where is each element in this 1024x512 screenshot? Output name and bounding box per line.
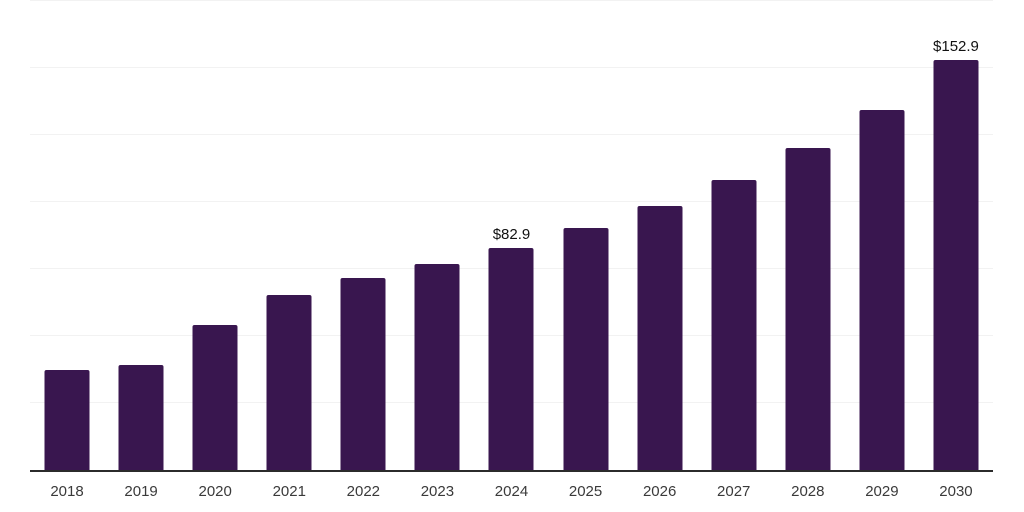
bar-slot-2020 [178, 1, 252, 470]
bar-slot-2019 [104, 1, 178, 470]
bar-2018 [44, 370, 90, 470]
x-tick-label-2030: 2030 [939, 483, 973, 500]
bar-value-label-2030: $152.9 [933, 38, 979, 56]
bar-slot-2018 [30, 1, 104, 470]
bar-slot-2021 [252, 1, 326, 470]
x-tick-label-2024: 2024 [494, 483, 529, 500]
x-tick-label-2027: 2027 [717, 483, 751, 500]
bar-slot-2030: $152.9 [919, 1, 993, 470]
bar-2022 [340, 278, 386, 470]
x-axis-labels: 2018 2019 2020 2021 2022 2023 2024 2025 2026 2027… [30, 483, 993, 504]
x-tick-label-2029: 2029 [865, 483, 899, 500]
gridline [30, 134, 993, 135]
bar-2021 [266, 295, 312, 470]
bar-2024 [488, 247, 534, 470]
bar-slot-2024: $82.9 [474, 1, 548, 470]
x-tick-label-2018: 2018 [50, 483, 84, 500]
bar-slot-2028 [771, 1, 845, 470]
x-tick-label-2026: 2026 [642, 483, 677, 500]
x-tick-label-2021: 2021 [272, 483, 306, 500]
x-tick-label-2019: 2019 [124, 483, 158, 500]
x-tick-label-2025: 2025 [568, 483, 603, 500]
bar-2019 [118, 364, 164, 470]
bar-2028 [785, 148, 831, 470]
x-tick-label-2023: 2023 [420, 483, 455, 500]
x-axis-line [30, 470, 993, 472]
bar-slot-2027 [697, 1, 771, 470]
x-tick-label-2028: 2028 [791, 483, 825, 500]
gridline [30, 67, 993, 68]
bar-slot-2023 [400, 1, 474, 470]
bar-2029 [859, 110, 905, 470]
bar-slot-2029 [845, 1, 919, 470]
x-tick-label-2020: 2020 [198, 483, 232, 500]
plot-area: $82.9 $152.9 [30, 0, 993, 470]
bar-2023 [414, 263, 460, 470]
bar-2026 [637, 206, 683, 470]
bar-2030 [933, 60, 979, 470]
gridline [30, 201, 993, 202]
bar-slot-2025 [549, 1, 623, 470]
bar-2020 [192, 325, 238, 470]
bar-2027 [711, 180, 757, 470]
gridline [30, 0, 993, 1]
bar-slot-2026 [623, 1, 697, 470]
x-tick-label-2022: 2022 [346, 483, 381, 500]
bar-value-label-2024: $82.9 [492, 225, 531, 243]
bar-slot-2022 [326, 1, 400, 470]
bar-2025 [563, 228, 609, 470]
